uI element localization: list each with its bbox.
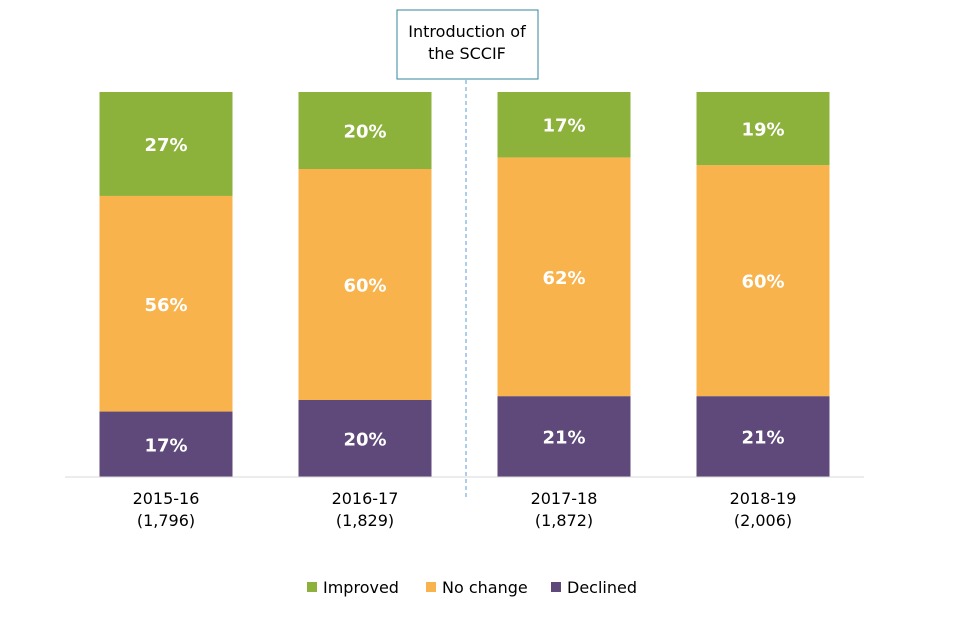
data-label-no-change-2015-16: 56% [144, 295, 187, 316]
bar-no-change-2015-16 [99, 195, 233, 412]
bar-no-change-2017-18 [497, 157, 631, 397]
bar-improved-2017-18 [497, 92, 631, 158]
category-label-2017-18: 2017-18 [531, 489, 598, 508]
legend: Improved No change Declined [307, 578, 637, 597]
data-label-improved-2018-19: 19% [741, 120, 784, 141]
annotation-box: Introduction of the SCCIF [396, 9, 539, 80]
category-label-2015-16: 2015-16 [133, 489, 200, 508]
data-label-improved-2016-17: 20% [343, 122, 386, 143]
category-count-2017-18: (1,872) [535, 511, 593, 530]
category-count-2015-16: (1,796) [137, 511, 195, 530]
bar-declined-2015-16 [99, 411, 233, 477]
data-label-no-change-2018-19: 60% [741, 272, 784, 293]
bar-improved-2016-17 [298, 92, 432, 169]
legend-label-no-change: No change [442, 578, 528, 597]
legend-label-improved: Improved [323, 578, 399, 597]
data-label-declined-2018-19: 21% [741, 428, 784, 449]
category-label-2018-19: 2018-19 [730, 489, 797, 508]
bar-improved-2015-16 [99, 92, 233, 196]
legend-swatch-improved [307, 582, 317, 592]
data-label-no-change-2017-18: 62% [542, 268, 585, 289]
bar-no-change-2018-19 [696, 165, 830, 397]
annotation-frame [396, 9, 539, 80]
bar-declined-2017-18 [497, 396, 631, 477]
data-label-improved-2017-18: 17% [542, 116, 585, 137]
annotation-line-1: Introduction of [408, 22, 526, 41]
data-label-declined-2016-17: 20% [343, 430, 386, 451]
legend-swatch-declined [551, 582, 561, 592]
legend-label-declined: Declined [567, 578, 637, 597]
annotation-line-2: the SCCIF [428, 44, 506, 63]
bar-declined-2016-17 [298, 400, 432, 477]
category-count-2018-19: (2,006) [734, 511, 792, 530]
category-label-2016-17: 2016-17 [332, 489, 399, 508]
data-label-declined-2017-18: 21% [542, 428, 585, 449]
bar-declined-2018-19 [696, 396, 830, 477]
bars-group: 17% 56% 27% 20% 60% 20% 21% 62% 17% 21% 60% 19% [99, 92, 830, 477]
category-labels: 2015-16 (1,796) 2016-17 (1,829) 2017-18 (1,87… [133, 489, 797, 530]
bar-improved-2018-19 [696, 92, 830, 166]
bar-no-change-2016-17 [298, 169, 432, 400]
data-label-declined-2015-16: 17% [144, 435, 187, 456]
category-count-2016-17: (1,829) [336, 511, 394, 530]
data-label-improved-2015-16: 27% [144, 135, 187, 156]
legend-swatch-no-change [426, 582, 436, 592]
data-label-no-change-2016-17: 60% [343, 276, 386, 297]
